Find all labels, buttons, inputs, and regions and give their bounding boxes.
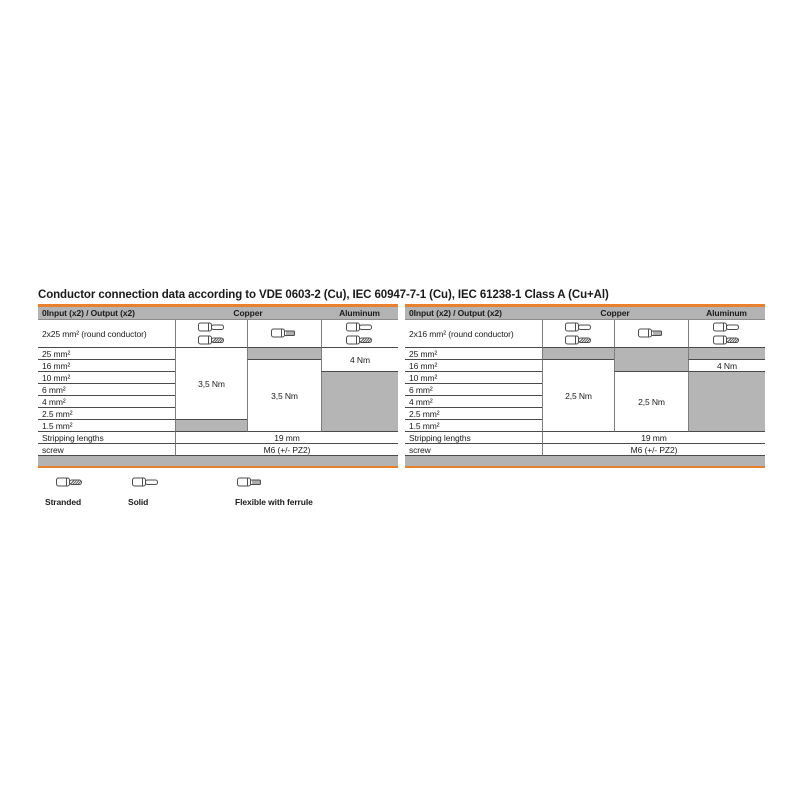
size-row-label: 16 mm² [405, 360, 542, 372]
stripping-lengths-value: 19 mm [175, 432, 398, 444]
wire-solid-icon [564, 322, 593, 333]
wire-stranded-icon [713, 335, 741, 346]
wire-ferrule-icon [270, 328, 299, 339]
size-row-label: 6 mm² [38, 384, 175, 396]
legend-item-ferrule: Flexible with ferrule [235, 477, 313, 507]
not-applicable-cell [321, 372, 398, 432]
stripping-lengths-value: 19 mm [542, 432, 765, 444]
wire-solid-icon [132, 477, 160, 489]
table-footer-bar [38, 456, 398, 466]
col-header-copper: Copper [175, 307, 321, 320]
size-row-label: 2.5 mm² [38, 408, 175, 420]
col-header-aluminum: Aluminum [321, 307, 398, 320]
torque-cell-copper-b: 3,5 Nm [247, 360, 321, 432]
copper-b-conductor-icons [614, 320, 688, 348]
torque-cell-aluminum: 4 Nm [321, 348, 398, 372]
screw-label: screw [405, 444, 542, 456]
wire-stranded-icon [56, 477, 84, 489]
wire-type-legend: Stranded Solid Flexible with ferrule [0, 477, 420, 517]
size-row-label: 1.5 mm² [405, 420, 542, 432]
copper-a-conductor-icons [175, 320, 247, 348]
col-header-copper: Copper [542, 307, 688, 320]
torque-cell-copper-b: 2,5 Nm [614, 372, 688, 432]
size-row-label: 1.5 mm² [38, 420, 175, 432]
not-applicable-cell [247, 348, 321, 360]
torque-cell-copper-a: 3,5 Nm [175, 348, 247, 420]
not-applicable-cell [614, 348, 688, 372]
legend-item-solid: Solid [128, 477, 160, 507]
wire-ferrule-icon [637, 328, 666, 339]
wire-stranded-icon [197, 335, 226, 346]
aluminum-conductor-icons [321, 320, 398, 348]
wire-stranded-icon [564, 335, 593, 346]
stripping-lengths-label: Stripping lengths [405, 432, 542, 444]
not-applicable-cell [688, 372, 765, 432]
conductor-type-label: 2x25 mm² (round conductor) [38, 320, 175, 348]
wire-solid-icon [197, 322, 226, 333]
copper-b-conductor-icons [247, 320, 321, 348]
wire-solid-icon [346, 322, 374, 333]
legend-label: Flexible with ferrule [235, 497, 313, 507]
not-applicable-cell [175, 420, 247, 432]
legend-item-stranded: Stranded [45, 477, 84, 507]
torque-cell-copper-a: 2,5 Nm [542, 360, 614, 432]
wire-stranded-icon [346, 335, 374, 346]
size-row-label: 10 mm² [405, 372, 542, 384]
torque-cell-aluminum: 4 Nm [688, 360, 765, 372]
page-title: Conductor connection data according to V… [38, 289, 609, 301]
col-header-aluminum: Aluminum [688, 307, 765, 320]
size-row-label: 16 mm² [38, 360, 175, 372]
screw-label: screw [38, 444, 175, 456]
legend-label: Stranded [45, 497, 82, 507]
size-row-label: 4 mm² [405, 396, 542, 408]
screw-value: M6 (+/- PZ2) [542, 444, 765, 456]
conductor-type-label: 2x16 mm² (round conductor) [405, 320, 542, 348]
col-header-input-output: 0Input (x2) / Output (x2) [38, 307, 175, 320]
size-row-label: 6 mm² [405, 384, 542, 396]
aluminum-conductor-icons [688, 320, 765, 348]
screw-value: M6 (+/- PZ2) [175, 444, 398, 456]
size-row-label: 2.5 mm² [405, 408, 542, 420]
table-footer-bar [405, 456, 765, 466]
size-row-label: 10 mm² [38, 372, 175, 384]
wire-solid-icon [713, 322, 741, 333]
legend-label: Solid [128, 497, 149, 507]
wire-ferrule-icon [237, 477, 313, 489]
size-row-label: 25 mm² [405, 348, 542, 360]
size-row-label: 25 mm² [38, 348, 175, 360]
not-applicable-cell [688, 348, 765, 360]
conductor-table-left: 0Input (x2) / Output (x2) Copper Aluminu… [38, 304, 398, 468]
conductor-table-right: 0Input (x2) / Output (x2) Copper Aluminu… [405, 304, 765, 468]
copper-a-conductor-icons [542, 320, 614, 348]
size-row-label: 4 mm² [38, 396, 175, 408]
not-applicable-cell [542, 348, 614, 360]
stripping-lengths-label: Stripping lengths [38, 432, 175, 444]
col-header-input-output: 0Input (x2) / Output (x2) [405, 307, 542, 320]
